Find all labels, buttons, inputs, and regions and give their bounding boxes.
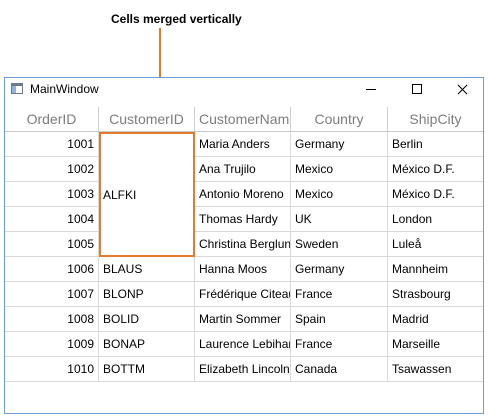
grid-header: OrderID CustomerID CustomerName Country … — [5, 107, 483, 132]
header-customer-id[interactable]: CustomerID — [99, 107, 195, 131]
customer-name-cell[interactable]: Frédérique Citeaux — [195, 282, 291, 306]
country-cell[interactable]: France — [291, 282, 388, 306]
customer-id-cell[interactable]: BONAP — [99, 332, 195, 356]
header-customer-name[interactable]: CustomerName — [195, 107, 291, 131]
maximize-icon[interactable] — [394, 78, 440, 102]
order-id-cell[interactable]: 1003 — [5, 182, 99, 206]
country-cell[interactable]: UK — [291, 207, 388, 231]
ship-city-cell[interactable]: Strasbourg — [392, 287, 451, 301]
callout-label: Cells merged vertically — [111, 12, 242, 26]
table-row[interactable]: 1007 BLONP Frédérique Citeaux France Str… — [5, 282, 483, 307]
country-cell[interactable]: Sweden — [291, 232, 388, 256]
country-cell[interactable]: Germany — [291, 257, 388, 281]
customer-name-cell[interactable]: Ana Trujilo — [195, 157, 291, 181]
order-id-cell[interactable]: 1005 — [5, 232, 99, 256]
table-row[interactable]: 1004 Thomas Hardy UK London — [5, 207, 483, 232]
close-icon[interactable] — [440, 78, 486, 102]
ship-city-cell[interactable]: Madrid — [392, 312, 429, 326]
table-row[interactable]: 1005 Christina Berglund Sweden Luleå — [5, 232, 483, 257]
ship-city-cell[interactable]: México D.F. — [392, 162, 455, 176]
ship-city-cell[interactable]: Berlin — [392, 137, 423, 151]
window-app-icon — [11, 83, 23, 94]
country-cell[interactable]: Canada — [291, 357, 388, 381]
table-row[interactable]: 1006 BLAUS Hanna Moos Germany Mannheim — [5, 257, 483, 282]
table-row[interactable]: 1010 BOTTM Elizabeth Lincoln Canada Tsaw… — [5, 357, 483, 382]
customer-name-cell[interactable]: Elizabeth Lincoln — [195, 357, 291, 381]
order-id-cell[interactable]: 1010 — [5, 357, 99, 381]
customer-name-cell[interactable]: Hanna Moos — [195, 257, 291, 281]
order-id-cell[interactable]: 1009 — [5, 332, 99, 356]
order-id-cell[interactable]: 1001 — [5, 132, 99, 156]
ship-city-cell[interactable]: Marseille — [392, 337, 441, 351]
country-cell[interactable]: Mexico — [291, 157, 388, 181]
country-cell[interactable]: Mexico — [291, 182, 388, 206]
customer-id-cell[interactable]: BOLID — [99, 307, 195, 331]
title-bar[interactable]: MainWindow — [5, 78, 483, 102]
ship-city-cell[interactable]: Luleå — [392, 237, 422, 251]
table-row[interactable]: 1001 Maria Anders Germany Berlin — [5, 132, 483, 157]
customer-name-cell[interactable]: Christina Berglund — [195, 232, 291, 256]
orders-datagrid: OrderID CustomerID CustomerName Country … — [5, 107, 483, 382]
table-row[interactable]: 1008 BOLID Martin Sommer Spain Madrid — [5, 307, 483, 332]
country-cell[interactable]: Germany — [291, 132, 388, 156]
customer-id-cell[interactable]: BOTTM — [99, 357, 195, 381]
table-row[interactable]: 1009 BONAP Laurence Lebihan France Marse… — [5, 332, 483, 357]
order-id-cell[interactable]: 1007 — [5, 282, 99, 306]
customer-name-cell[interactable]: Martin Sommer — [195, 307, 291, 331]
order-id-cell[interactable]: 1004 — [5, 207, 99, 231]
merged-customer-id-cell[interactable]: ALFKI — [99, 132, 195, 257]
customer-id-cell[interactable]: BLAUS — [99, 257, 195, 281]
country-cell[interactable]: France — [291, 332, 388, 356]
order-id-cell[interactable]: 1006 — [5, 257, 99, 281]
table-row[interactable]: 1002 Ana Trujilo Mexico México D.F. — [5, 157, 483, 182]
main-window: MainWindow OrderID CustomerID CustomerNa… — [4, 77, 484, 414]
customer-name-cell[interactable]: Thomas Hardy — [195, 207, 291, 231]
customer-id-cell[interactable]: BLONP — [99, 282, 195, 306]
ship-city-cell[interactable]: London — [392, 212, 433, 226]
country-cell[interactable]: Spain — [291, 307, 388, 331]
ship-city-cell[interactable]: Tsawassen — [392, 362, 452, 376]
customer-name-cell[interactable]: Laurence Lebihan — [195, 332, 291, 356]
ship-city-cell[interactable]: Mannheim — [392, 262, 449, 276]
order-id-cell[interactable]: 1008 — [5, 307, 99, 331]
minimize-icon[interactable] — [348, 78, 394, 102]
header-country[interactable]: Country — [291, 107, 388, 131]
window-title: MainWindow — [30, 82, 99, 96]
customer-name-cell[interactable]: Maria Anders — [195, 132, 291, 156]
table-row[interactable]: 1003 Antonio Moreno Mexico México D.F. — [5, 182, 483, 207]
ship-city-cell[interactable]: México D.F. — [392, 187, 455, 201]
header-order-id[interactable]: OrderID — [5, 107, 99, 131]
customer-name-cell[interactable]: Antonio Moreno — [195, 182, 291, 206]
order-id-cell[interactable]: 1002 — [5, 157, 99, 181]
header-ship-city[interactable]: ShipCity — [409, 111, 462, 127]
